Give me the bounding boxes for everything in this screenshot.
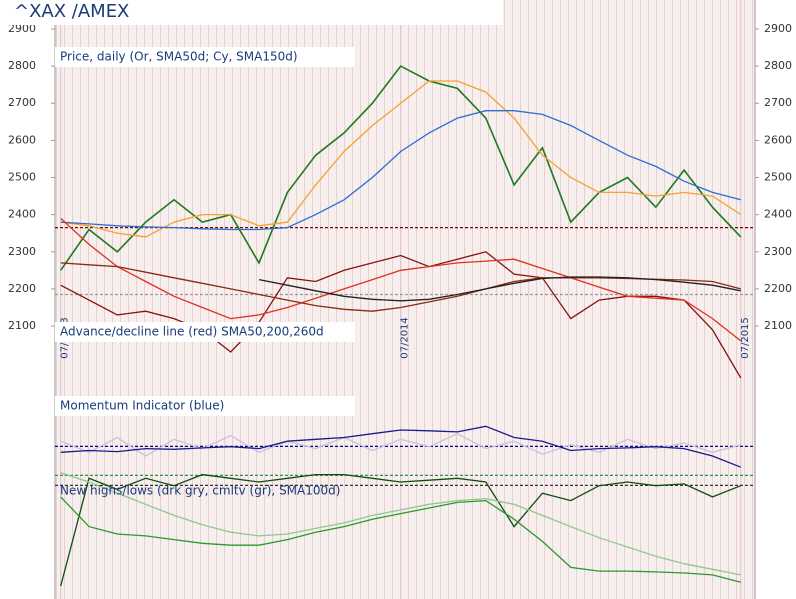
- series-line: [60, 496, 741, 583]
- y2-tick-label: 2100: [764, 319, 792, 332]
- y2-tick-label: 2200: [764, 282, 792, 295]
- y-tick-label: 2400: [8, 208, 36, 221]
- y-tick-label: 2200: [8, 282, 36, 295]
- y2-tick-label: 2900: [764, 22, 792, 35]
- y-tick-label: 2700: [8, 96, 36, 109]
- y2-tick-label: 2400: [764, 208, 792, 221]
- title-box: [0, 0, 503, 25]
- panel-label: New highs/lows (drk gry, cmltv (gr), SMA…: [60, 484, 340, 498]
- y-tick-label: 2500: [8, 171, 36, 184]
- series-line: [60, 65, 742, 271]
- chart-title: ^XAX /AMEX: [14, 1, 129, 22]
- y-tick-label: 2900: [8, 22, 36, 35]
- panel-label: Momentum Indicator (blue): [60, 399, 224, 413]
- y2-tick-label: 2300: [764, 245, 792, 258]
- y-tick-label: 2800: [8, 59, 36, 72]
- series-line: [60, 110, 741, 231]
- y2-tick-label: 2500: [764, 171, 792, 184]
- panel-label: Advance/decline line (red) SMA50,200,260…: [60, 325, 324, 339]
- y2-tick-label: 2700: [764, 96, 792, 109]
- y-tick-label: 2100: [8, 319, 36, 332]
- x-tick-label: 07/2014: [400, 317, 411, 359]
- y2-tick-label: 2600: [764, 133, 792, 146]
- annotation-box: [55, 47, 355, 67]
- series-line: [60, 80, 742, 238]
- series-line: [60, 217, 742, 342]
- lines: [51, 0, 759, 599]
- series-line: [60, 262, 741, 312]
- x-tick-label: 07/2015: [740, 317, 751, 359]
- series-line: [60, 425, 742, 468]
- annotation-box: [55, 322, 355, 342]
- annotation-box: [55, 396, 355, 416]
- labels: 2100 2100 2200 2200 2300 2300 2400 2400 2500 2500…: [8, 22, 792, 498]
- y-tick-label: 2300: [8, 245, 36, 258]
- y-tick-label: 2600: [8, 133, 36, 146]
- series-line: [258, 276, 741, 302]
- series-line: [60, 473, 742, 587]
- panel-label: Price, daily (Or, SMA50d; Cy, SMA150d): [60, 50, 298, 64]
- series-line: [60, 432, 741, 457]
- series-line: [60, 472, 741, 576]
- y2-tick-label: 2800: [764, 59, 792, 72]
